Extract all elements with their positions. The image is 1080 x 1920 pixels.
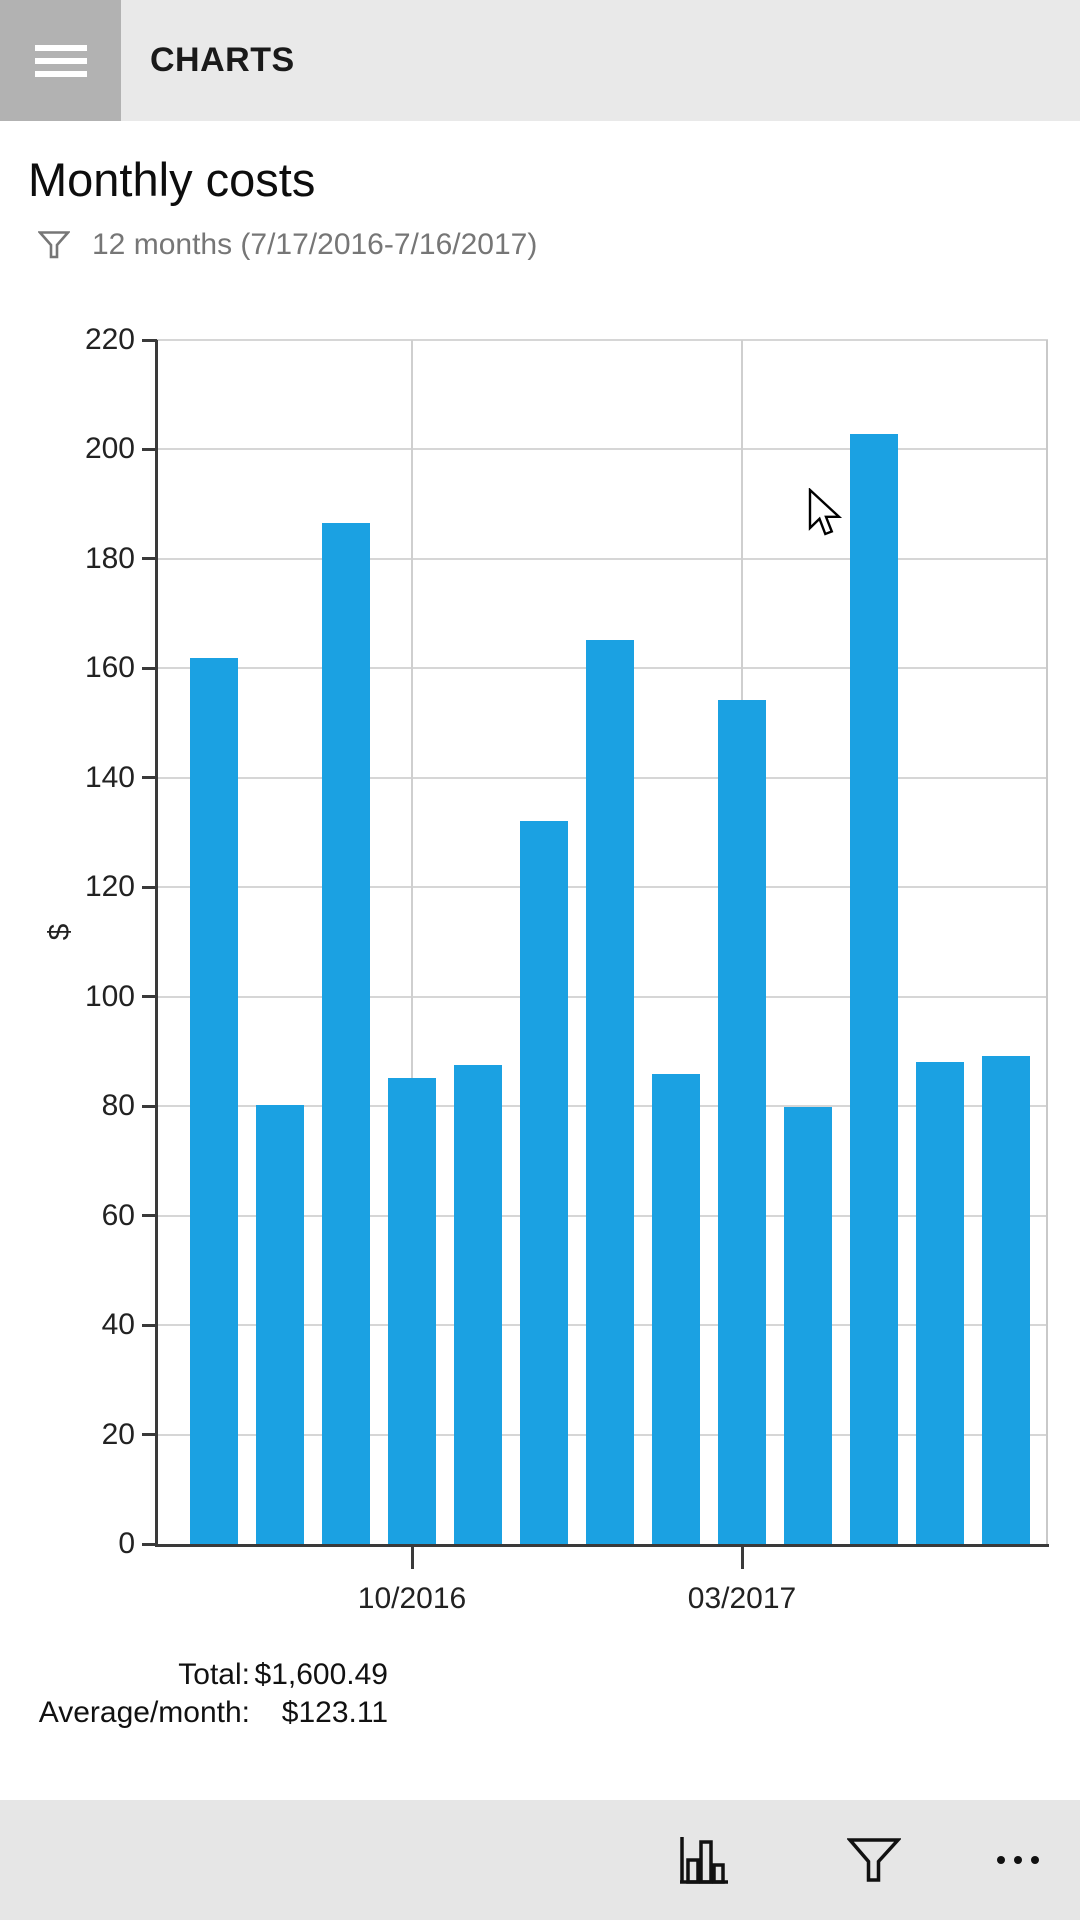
filter-funnel-icon [38,231,70,259]
y-axis-tick [142,1214,157,1218]
y-axis-tick [142,447,157,451]
menu-button[interactable] [0,0,121,121]
total-value: $1,600.49 [254,1658,388,1691]
grid-line-v [411,340,413,1544]
y-axis-tick [142,557,157,561]
y-axis-label: 80 [101,1089,135,1123]
bar[interactable] [256,1105,304,1544]
y-axis-label: 40 [101,1308,135,1342]
y-axis-tick [142,776,157,780]
filter-funnel-icon [847,1838,901,1882]
bar[interactable] [388,1077,436,1544]
y-axis-tick [142,1542,157,1546]
y-axis-label: 160 [84,651,135,685]
top-bar: CHARTS [0,0,1080,121]
plot-right-border [1046,340,1048,1544]
grid-line-h [157,448,1048,451]
bar[interactable] [520,821,568,1544]
y-axis-label: 100 [84,979,135,1013]
y-axis-label: 220 [84,323,135,356]
bar[interactable] [454,1064,502,1544]
bar[interactable] [190,657,238,1544]
grid-line-h [157,339,1048,341]
y-axis-label: 120 [84,870,135,904]
y-axis-label: 200 [84,432,135,466]
bar[interactable] [916,1061,964,1544]
bar[interactable] [850,434,898,1544]
summary-block: Total: $1,600.49 Average/month: $123.11 [0,1656,388,1732]
y-axis-label: 140 [84,760,135,794]
bar[interactable] [982,1056,1030,1544]
y-axis-tick [142,1323,157,1327]
grid-line-h [157,557,1048,560]
total-label: Total: [178,1658,250,1691]
average-label: Average/month: [38,1696,250,1729]
bar-chart-icon [680,1837,728,1884]
app-bar [0,1800,1080,1920]
y-axis-label: 60 [101,1198,135,1232]
x-axis-line [155,1544,1049,1547]
y-axis-line [155,340,158,1547]
y-axis-tick [142,666,157,670]
average-value: $123.11 [281,1696,388,1729]
y-axis-label: 20 [101,1417,135,1451]
filter-summary: 12 months (7/17/2016-7/16/2017) [38,228,537,262]
x-axis-tick [740,1547,744,1569]
y-axis-label: 180 [84,541,135,575]
app-title: CHARTS [150,41,295,79]
filter-button[interactable] [838,1824,910,1896]
chart-plot [157,339,1048,1544]
monthly-costs-chart: $ 0 20 40 60 80 100 120 140 160 180 200 220 10/2016 0… [0,323,1080,1670]
x-axis-tick [410,1547,414,1569]
x-axis-label: 10/2016 [357,1582,467,1615]
y-axis-label: 0 [118,1527,135,1560]
more-button[interactable] [982,1824,1054,1896]
y-axis-title: $ [43,923,76,941]
filter-label: 12 months (7/17/2016-7/16/2017) [92,228,538,261]
chart-type-button[interactable] [668,1824,740,1896]
bar[interactable] [586,639,634,1544]
x-axis-label: 03/2017 [687,1582,797,1615]
y-axis-tick [142,1433,157,1437]
y-axis-tick [142,338,157,342]
page-title: Monthly costs [28,153,316,206]
bar[interactable] [652,1074,700,1544]
y-axis-tick [142,885,157,889]
y-axis-tick [142,995,157,999]
y-axis-tick [142,1104,157,1108]
bar[interactable] [784,1107,832,1544]
bar[interactable] [718,700,766,1544]
bar[interactable] [322,523,370,1544]
mouse-cursor [808,488,843,536]
ellipsis-icon [997,1856,1039,1864]
